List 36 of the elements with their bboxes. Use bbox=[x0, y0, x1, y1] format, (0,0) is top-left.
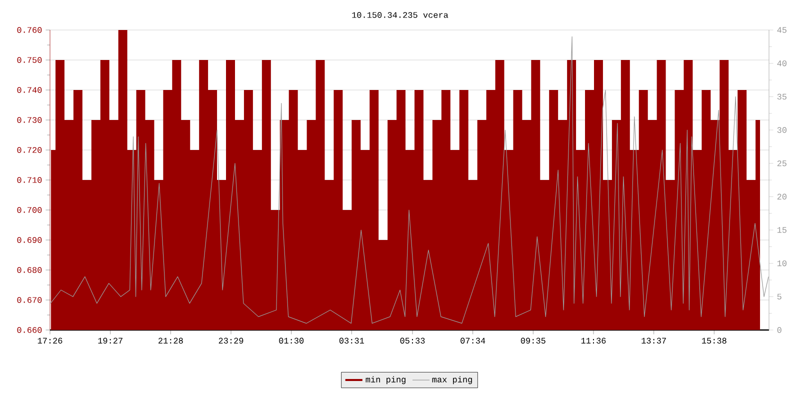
y-tick-label: 0.730 bbox=[17, 117, 42, 123]
y-tick-label: 0.700 bbox=[17, 207, 42, 213]
y2-tick-label: 20 bbox=[777, 194, 786, 200]
legend-label: min ping bbox=[366, 376, 406, 384]
x-tick-label: 15:38 bbox=[702, 338, 726, 344]
y2-tick-label: 15 bbox=[777, 227, 786, 233]
y2-tick-label: 0 bbox=[777, 327, 782, 333]
y-tick-label: 0.680 bbox=[17, 267, 42, 273]
y2-tick-label: 10 bbox=[777, 260, 786, 266]
y-tick-label: 0.760 bbox=[17, 27, 42, 33]
y-tick-label: 0.710 bbox=[17, 177, 42, 183]
y-tick-label: 0.750 bbox=[17, 57, 42, 63]
y-tick-label: 0.690 bbox=[17, 237, 42, 243]
y2-tick-label: 40 bbox=[777, 60, 786, 66]
y2-tick-label: 5 bbox=[777, 294, 782, 300]
y-tick-label: 0.740 bbox=[17, 87, 42, 93]
x-tick-label: 21:28 bbox=[158, 338, 183, 344]
x-tick-label: 05:33 bbox=[400, 338, 425, 344]
y2-tick-label: 25 bbox=[777, 160, 786, 166]
x-tick-label: 07:34 bbox=[460, 338, 486, 344]
x-tick-label: 01:30 bbox=[279, 338, 304, 344]
x-tick-label: 13:37 bbox=[642, 338, 666, 344]
legend-label: max ping bbox=[432, 376, 472, 384]
y2-tick-label: 35 bbox=[777, 94, 786, 100]
x-tick-label: 19:27 bbox=[98, 338, 122, 344]
y-tick-label: 0.660 bbox=[17, 327, 42, 333]
y-tick-label: 0.670 bbox=[17, 297, 42, 303]
x-tick-label: 09:35 bbox=[520, 338, 546, 344]
y-tick-label: 0.720 bbox=[17, 147, 42, 153]
x-tick-label: 11:36 bbox=[581, 338, 606, 344]
x-tick-label: 17:26 bbox=[38, 338, 62, 344]
x-tick-label: 03:31 bbox=[339, 338, 364, 344]
y2-tick-label: 30 bbox=[777, 127, 786, 133]
y2-tick-label: 45 bbox=[777, 27, 786, 33]
chart-title: 10.150.34.235 vcera bbox=[352, 12, 448, 18]
x-tick-label: 23:29 bbox=[218, 338, 244, 344]
